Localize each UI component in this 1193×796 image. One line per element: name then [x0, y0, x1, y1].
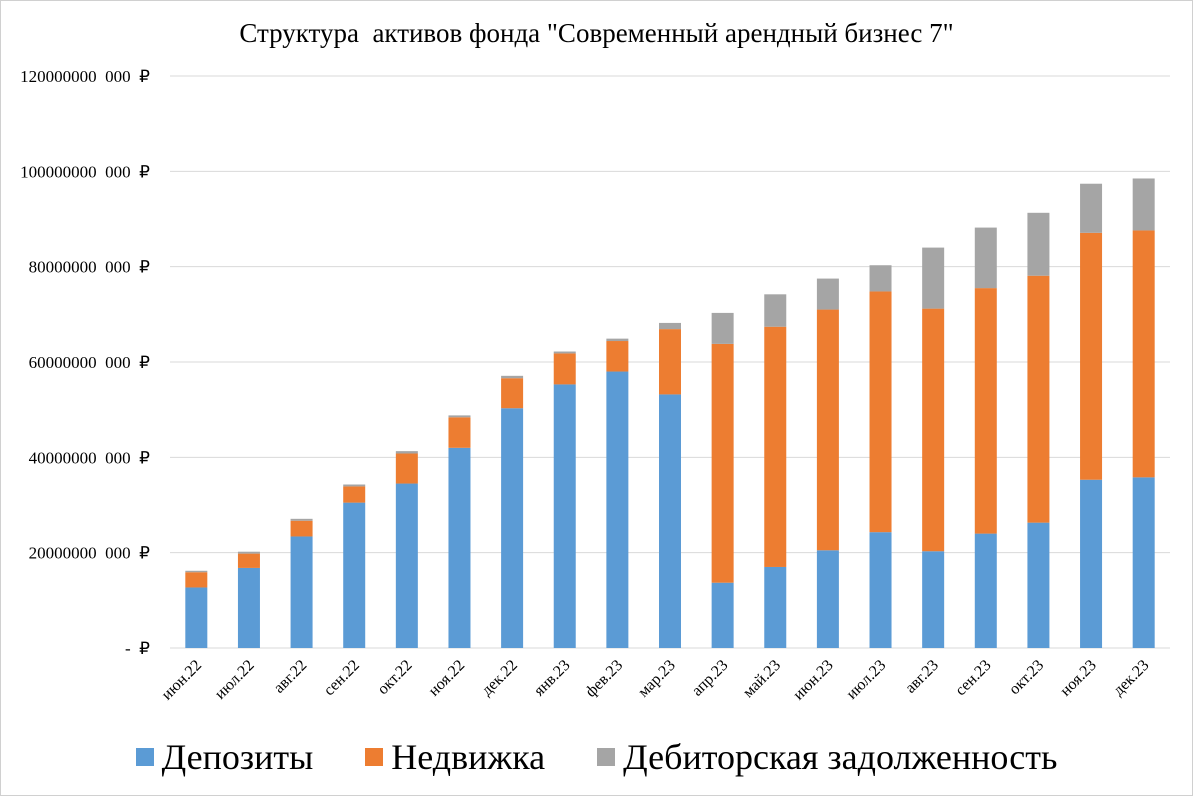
bar-receivables	[659, 322, 681, 330]
legend-item-deposits: Депозиты	[135, 736, 314, 778]
bar-real-estate	[711, 343, 734, 583]
x-tick-label: фев.23	[582, 657, 626, 701]
bar-deposits	[448, 447, 471, 648]
bar-deposits	[553, 384, 576, 648]
y-tick-label: 60000000 000 ₽	[29, 353, 151, 372]
x-tick-label: мар.23	[635, 657, 679, 701]
y-tick-label: 100000000 000 ₽	[20, 162, 150, 181]
x-tick-label: окт.22	[374, 657, 415, 698]
bar-receivables	[290, 518, 313, 521]
y-tick-label: 120000000 000 ₽	[20, 67, 150, 86]
bar-receivables	[1027, 212, 1050, 276]
bar-deposits	[711, 582, 734, 648]
bar-receivables	[816, 278, 839, 310]
bar-real-estate	[1132, 230, 1155, 478]
y-tick-label: 40000000 000 ₽	[29, 448, 151, 467]
x-tick-label: ноя.22	[425, 657, 468, 700]
x-tick-label: июл.22	[212, 657, 258, 703]
bar-deposits	[501, 408, 524, 648]
bar-deposits	[922, 551, 945, 648]
bar-receivables	[606, 338, 629, 342]
legend: Депозиты Недвижка Дебиторская задолженно…	[0, 732, 1193, 782]
bar-deposits	[395, 483, 418, 648]
bar-real-estate	[869, 291, 892, 533]
x-tick-label: авг.22	[271, 657, 311, 697]
bar-receivables	[1132, 178, 1155, 231]
bar-receivables	[869, 265, 892, 292]
bar-real-estate	[553, 353, 576, 385]
legend-item-receivables: Дебиторская задолженность	[597, 736, 1057, 778]
legend-item-real-estate: Недвижка	[365, 736, 545, 778]
bar-deposits	[659, 394, 681, 648]
chart-plot: - ₽ 20000000 000 ₽ 40000000 000 ₽ 60000000 …	[20, 67, 1170, 704]
bar-deposits	[185, 587, 208, 648]
bar-receivables	[448, 415, 471, 418]
bar-real-estate	[290, 520, 313, 537]
legend-swatch-real-estate	[365, 748, 384, 766]
bar-deposits	[237, 567, 260, 648]
bar-real-estate	[922, 308, 945, 552]
bar-real-estate	[1027, 275, 1050, 523]
bar-receivables	[343, 484, 366, 487]
bar-receivables	[922, 247, 945, 309]
x-tick-label: окт.23	[1006, 657, 1047, 698]
x-tick-label: сен.23	[952, 657, 994, 699]
bar-real-estate	[659, 329, 681, 395]
legend-swatch-receivables	[597, 748, 616, 766]
bar-deposits	[343, 502, 366, 648]
bar-receivables	[185, 570, 208, 573]
bar-receivables	[764, 294, 787, 327]
bar-real-estate	[1080, 232, 1103, 480]
bar-receivables	[553, 351, 576, 354]
bar-receivables	[1080, 183, 1103, 233]
legend-swatch-deposits	[135, 748, 154, 766]
bar-receivables	[395, 451, 418, 454]
bar-deposits	[1132, 477, 1155, 648]
bar-receivables	[237, 551, 260, 554]
x-tick-label: июн.22	[158, 657, 205, 704]
x-tick-label: ноя.23	[1057, 657, 1100, 700]
legend-label-deposits: Депозиты	[161, 737, 314, 777]
x-tick-label: янв.23	[531, 657, 574, 700]
bar-receivables	[974, 227, 997, 289]
x-tick-label: авг.23	[902, 657, 942, 697]
bar-real-estate	[764, 326, 787, 567]
bar-deposits	[1080, 479, 1103, 648]
bar-deposits	[869, 532, 892, 648]
y-tick-label: - ₽	[125, 639, 150, 658]
bar-deposits	[1027, 522, 1050, 648]
bar-receivables	[501, 375, 524, 379]
x-tick-label: июн.23	[790, 657, 837, 704]
bar-deposits	[764, 566, 787, 648]
y-tick-label: 20000000 000 ₽	[29, 544, 151, 563]
bar-receivables	[711, 312, 734, 344]
bar-deposits	[290, 536, 313, 648]
bar-real-estate	[606, 341, 629, 372]
bar-deposits	[974, 533, 997, 648]
bar-deposits	[606, 371, 629, 648]
bar-real-estate	[974, 288, 997, 534]
bar-real-estate	[237, 553, 260, 568]
x-tick-label: дек.22	[478, 657, 520, 699]
x-tick-label: апр.23	[689, 657, 732, 700]
bar-real-estate	[816, 309, 839, 551]
bar-real-estate	[395, 453, 418, 484]
bar-real-estate	[501, 378, 524, 409]
bar-deposits	[816, 550, 839, 648]
x-tick-label: май.23	[740, 657, 784, 701]
bar-real-estate	[343, 486, 366, 503]
x-tick-label: дек.23	[1110, 657, 1152, 699]
x-tick-label: сен.22	[321, 657, 363, 699]
bar-real-estate	[185, 572, 208, 588]
y-tick-label: 80000000 000 ₽	[29, 258, 151, 277]
bar-real-estate	[448, 417, 471, 448]
legend-label-receivables: Дебиторская задолженность	[623, 737, 1058, 777]
x-tick-label: июл.23	[843, 657, 889, 703]
chart-title: Структура активов фонда "Современный аре…	[239, 18, 954, 48]
legend-label-real-estate: Недвижка	[391, 737, 546, 777]
